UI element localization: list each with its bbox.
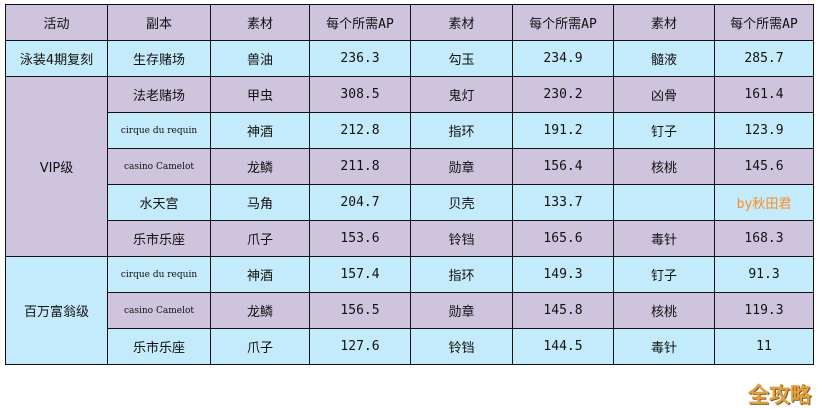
ap-cell: 161.4 bbox=[714, 76, 814, 113]
material-cell: 爪子 bbox=[210, 220, 310, 257]
instance-cell: 生存赌场 bbox=[107, 40, 211, 77]
ap-cell: 204.7 bbox=[309, 184, 411, 221]
material-cell bbox=[613, 184, 715, 221]
header-row: 活动 副本 素材 每个所需AP 素材 每个所需AP 素材 每个所需AP bbox=[5, 4, 814, 41]
instance-cell: 乐市乐座 bbox=[107, 220, 211, 257]
header-cell: 副本 bbox=[107, 4, 211, 41]
material-cell: 毒针 bbox=[613, 328, 715, 365]
material-cell: 勋章 bbox=[410, 148, 513, 185]
ap-cell: 123.9 bbox=[714, 112, 814, 149]
ap-cell: 149.3 bbox=[512, 256, 614, 293]
ap-cell: 119.3 bbox=[714, 292, 814, 329]
table-row: 乐市乐座 爪子 127.6 铃铛 144.5 毒针 11 bbox=[6, 328, 814, 365]
material-cell: 兽油 bbox=[210, 40, 310, 77]
ap-cell: 11 bbox=[714, 328, 814, 365]
material-cell: 神酒 bbox=[210, 112, 310, 149]
ap-cell: 236.3 bbox=[309, 40, 411, 77]
table-row: 百万富翁级 cirque du requin 神酒 157.4 指环 149.3 钉子 91.… bbox=[5, 256, 814, 365]
ap-cell: 191.2 bbox=[512, 112, 614, 149]
header-cell: 每个所需AP bbox=[714, 4, 814, 41]
ap-cell: 156.4 bbox=[512, 148, 614, 185]
table-row: VIP级 法老赌场 甲虫 308.5 鬼灯 230.2 凶骨 161.4 bbox=[5, 76, 814, 257]
table-row: casino Camelot 龙鳞 211.8 勋章 156.4 核桃 145.6 bbox=[6, 148, 814, 185]
material-cell: 核桃 bbox=[613, 148, 715, 185]
ap-cell: 234.9 bbox=[512, 40, 614, 77]
material-cell: 勾玉 bbox=[410, 40, 513, 77]
activity-cell: VIP级 bbox=[5, 76, 108, 257]
activity-cell: 百万富翁级 bbox=[5, 256, 108, 365]
material-cell: 鬼灯 bbox=[410, 76, 513, 113]
table-row: 水天宫 马角 204.7 贝壳 133.7 by秋田君 bbox=[6, 184, 814, 221]
material-cell: 铃铛 bbox=[410, 328, 513, 365]
ap-cell: 127.6 bbox=[309, 328, 411, 365]
instance-cell: cirque du requin bbox=[107, 256, 211, 293]
instance-cell: 法老赌场 bbox=[107, 76, 211, 113]
instance-cell: cirque du requin bbox=[107, 112, 211, 149]
material-cell: 毒针 bbox=[613, 220, 715, 257]
material-cell: 核桃 bbox=[613, 292, 715, 329]
ap-cell: 153.6 bbox=[309, 220, 411, 257]
ap-cell: 165.6 bbox=[512, 220, 614, 257]
ap-cell: 145.8 bbox=[512, 292, 614, 329]
watermark-logo: 全攻略 bbox=[748, 383, 811, 407]
material-cell: 马角 bbox=[210, 184, 310, 221]
material-cell: 贝壳 bbox=[410, 184, 513, 221]
table-row: casino Camelot 龙鳞 156.5 勋章 145.8 核桃 119.3 bbox=[6, 292, 814, 329]
ap-cell: 157.4 bbox=[309, 256, 411, 293]
ap-cell: 145.6 bbox=[714, 148, 814, 185]
material-cell: 龙鳞 bbox=[210, 148, 310, 185]
ap-cell: 230.2 bbox=[512, 76, 614, 113]
header-cell: 素材 bbox=[410, 4, 513, 41]
ap-cell: 156.5 bbox=[309, 292, 411, 329]
material-cell: 钉子 bbox=[613, 112, 715, 149]
material-cell: 龙鳞 bbox=[210, 292, 310, 329]
instance-cell: casino Camelot bbox=[107, 148, 211, 185]
table-row: 乐市乐座 爪子 153.6 铃铛 165.6 毒针 168.3 bbox=[6, 220, 814, 257]
material-cell: 指环 bbox=[410, 112, 513, 149]
header-cell: 素材 bbox=[613, 4, 715, 41]
material-cell: 爪子 bbox=[210, 328, 310, 365]
material-cell: 神酒 bbox=[210, 256, 310, 293]
material-cell: 铃铛 bbox=[410, 220, 513, 257]
material-cell: 勋章 bbox=[410, 292, 513, 329]
material-cell: 甲虫 bbox=[210, 76, 310, 113]
ap-cell: 144.5 bbox=[512, 328, 614, 365]
header-cell: 素材 bbox=[210, 4, 310, 41]
instance-cell: casino Camelot bbox=[107, 292, 211, 329]
activity-cell: 泳装4期复刻 bbox=[5, 40, 108, 77]
header-cell: 每个所需AP bbox=[309, 4, 411, 41]
ap-cell: 211.8 bbox=[309, 148, 411, 185]
instance-cell: 水天宫 bbox=[107, 184, 211, 221]
ap-cell: 168.3 bbox=[714, 220, 814, 257]
instance-cell: 乐市乐座 bbox=[107, 328, 211, 365]
material-cell: 钉子 bbox=[613, 256, 715, 293]
ap-cell: 91.3 bbox=[714, 256, 814, 293]
ap-cell: by秋田君 bbox=[714, 184, 814, 221]
table-row: cirque du requin 神酒 212.8 指环 191.2 钉子 123.9 bbox=[6, 112, 814, 149]
ap-cell: 133.7 bbox=[512, 184, 614, 221]
ap-cell: 285.7 bbox=[714, 40, 814, 77]
header-cell: 每个所需AP bbox=[512, 4, 614, 41]
material-cell: 凶骨 bbox=[613, 76, 715, 113]
ap-cell: 308.5 bbox=[309, 76, 411, 113]
ap-cell: 212.8 bbox=[309, 112, 411, 149]
table-row: 泳装4期复刻 生存赌场 兽油 236.3 勾玉 234.9 髓液 285.7 bbox=[5, 40, 814, 77]
material-cell: 指环 bbox=[410, 256, 513, 293]
ap-table: 活动 副本 素材 每个所需AP 素材 每个所需AP 素材 每个所需AP 泳装4期复刻 生存赌场 兽油… bbox=[5, 4, 814, 365]
header-cell: 活动 bbox=[5, 4, 108, 41]
material-cell: 髓液 bbox=[613, 40, 715, 77]
